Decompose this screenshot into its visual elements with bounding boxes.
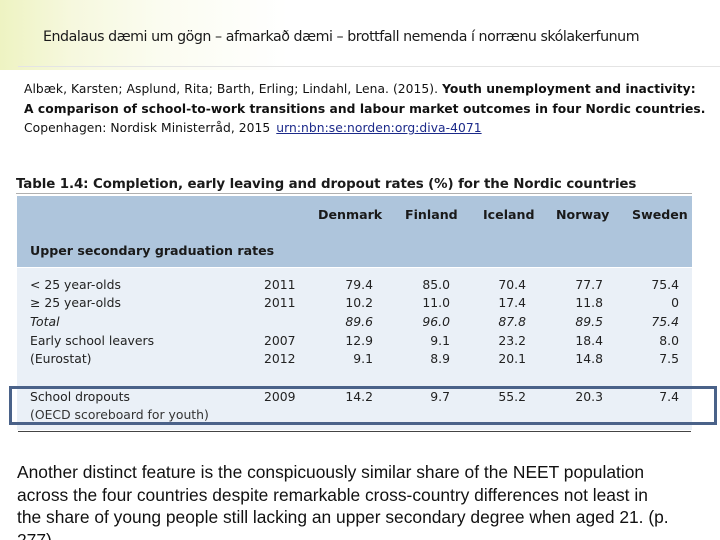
cell-norway: 11.8 [575, 295, 603, 310]
dropouts-highlight-box [9, 386, 717, 425]
row-label: < 25 year-olds [30, 277, 121, 292]
quote-line-1: Another distinct feature is the conspicu… [17, 462, 645, 482]
row-label: (Eurostat) [30, 351, 92, 366]
citation-urn-link[interactable]: urn:nbn:se:norden:org:diva-4071 [276, 121, 482, 135]
cell-finland: 9.1 [430, 333, 450, 348]
cell-iceland: 70.4 [498, 277, 526, 292]
cell-denmark: 14.2 [345, 389, 373, 404]
section-label: Upper secondary graduation rates [30, 243, 275, 258]
cell-norway: 18.4 [575, 333, 603, 348]
column-header-denmark: Denmark [318, 207, 383, 222]
cell-denmark: 12.9 [345, 333, 373, 348]
quote-paragraph: Another distinct feature is the conspicu… [17, 461, 707, 540]
table-top-rule [16, 193, 692, 194]
table-row: (Eurostat) 2012 9.1 8.9 20.1 14.8 7.5 [0, 350, 720, 368]
header-divider [18, 66, 720, 67]
column-header-sweden: Sweden [632, 207, 688, 222]
cell-iceland: 87.8 [498, 314, 526, 329]
cell-finland: 96.0 [422, 314, 450, 329]
cell-iceland: 55.2 [498, 389, 526, 404]
column-header-finland: Finland [405, 207, 458, 222]
cell-denmark: 89.6 [345, 314, 373, 329]
citation-block: Albæk, Karsten; Asplund, Rita; Barth, Er… [24, 80, 714, 139]
row-year: 2011 [264, 277, 296, 292]
cell-sweden: 75.4 [651, 277, 679, 292]
quote-line-2: across the four countries despite remark… [17, 484, 648, 505]
cell-iceland: 20.1 [498, 351, 526, 366]
table-row: Early school leavers 2007 12.9 9.1 23.2 … [0, 332, 720, 350]
cell-denmark: 9.1 [353, 351, 373, 366]
citation-line-2: A comparison of school-to-work transitio… [24, 100, 714, 120]
table-bottom-rule [18, 431, 691, 432]
table-row: ≥ 25 year-olds 2011 10.2 11.0 17.4 11.8 … [0, 294, 720, 312]
table-title: Table 1.4: Completion, early leaving and… [16, 177, 637, 192]
row-label: (OECD scoreboard for youth) [30, 407, 209, 422]
row-year: 2012 [264, 351, 296, 366]
cell-sweden: 8.0 [659, 333, 679, 348]
citation-publisher: Copenhagen: Nordisk Ministerråd, 2015 [24, 121, 271, 135]
table-row: School dropouts 2009 14.2 9.7 55.2 20.3 … [0, 388, 720, 406]
row-year: 2011 [264, 295, 296, 310]
column-header-norway: Norway [556, 207, 610, 222]
table-body [17, 268, 692, 430]
row-year: 2007 [264, 333, 296, 348]
row-label: Early school leavers [30, 333, 155, 348]
citation-authors: Albæk, Karsten; Asplund, Rita; Barth, Er… [24, 82, 439, 96]
table-row: (OECD scoreboard for youth) [0, 406, 720, 424]
cell-sweden: 7.4 [659, 389, 679, 404]
slide-header: Endalaus dæmi um gögn – afmarkað dæmi – … [0, 0, 720, 70]
table-row-total: Total 89.6 96.0 87.8 89.5 75.4 [0, 313, 720, 331]
cell-denmark: 10.2 [345, 295, 373, 310]
cell-finland: 11.0 [422, 295, 450, 310]
cell-finland: 9.7 [430, 389, 450, 404]
row-label: School dropouts [30, 389, 130, 404]
quote-line-3: the share of young people still lacking … [17, 507, 669, 527]
cell-iceland: 23.2 [498, 333, 526, 348]
cell-norway: 20.3 [575, 389, 603, 404]
cell-finland: 8.9 [430, 351, 450, 366]
cell-sweden: 75.4 [651, 314, 679, 329]
row-label: ≥ 25 year-olds [30, 295, 121, 310]
cell-norway: 89.5 [575, 314, 603, 329]
slide-title: Endalaus dæmi um gögn – afmarkað dæmi – … [43, 29, 640, 45]
citation-line-3: Copenhagen: Nordisk Ministerråd, 2015 urn… [24, 119, 714, 139]
cell-norway: 77.7 [575, 277, 603, 292]
cell-finland: 85.0 [422, 277, 450, 292]
row-label: Total [30, 314, 60, 329]
cell-norway: 14.8 [575, 351, 603, 366]
citation-line-1: Albæk, Karsten; Asplund, Rita; Barth, Er… [24, 80, 714, 100]
cell-sweden: 7.5 [659, 351, 679, 366]
cell-denmark: 79.4 [345, 277, 373, 292]
table-header-band [17, 196, 692, 267]
citation-title-part-1: Youth unemployment and inactivity: [442, 82, 696, 96]
table-row: < 25 year-olds 2011 79.4 85.0 70.4 77.7 … [0, 276, 720, 294]
cell-sweden: 0 [671, 295, 679, 310]
cell-iceland: 17.4 [498, 295, 526, 310]
row-year: 2009 [264, 389, 296, 404]
column-header-iceland: Iceland [483, 207, 535, 222]
citation-title-part-2: A comparison of school-to-work transitio… [24, 101, 706, 116]
quote-line-4: 277) [17, 529, 52, 540]
